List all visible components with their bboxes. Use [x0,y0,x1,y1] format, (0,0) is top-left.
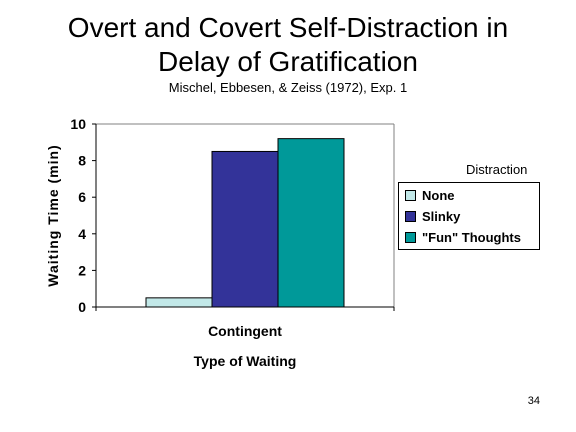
legend-swatch-none [405,189,416,201]
bar-fun-thoughts [277,138,345,308]
page-number: 34 [527,395,540,407]
chart-title-line-1: Overt and Covert Self-Distraction in [67,12,509,43]
bar-slinky [211,150,279,308]
y-tick-label: 4 [78,226,86,242]
y-tick-label: 2 [78,262,86,278]
legend-item-none: None [405,186,455,204]
y-tick-label: 6 [78,189,86,205]
legend-title: Distraction [466,162,528,177]
legend-label-none: None [422,187,455,203]
chart-subtitle: Mischel, Ebbesen, & Zeiss (1972), Exp. 1 [168,80,408,95]
y-tick-label: 8 [78,153,86,169]
y-axis-label: Waiting Time (min) [45,144,61,286]
legend-swatch-fun-thoughts [405,231,416,243]
x-category-label: Contingent [208,323,282,339]
legend-label-fun-thoughts: "Fun" Thoughts [422,229,521,245]
y-tick-label: 0 [78,299,86,315]
legend: None Slinky "Fun" Thoughts [398,182,540,250]
legend-label-slinky: Slinky [422,208,461,224]
bar-none [145,297,213,308]
chart-title-line-2: Delay of Gratification [158,46,418,77]
legend-item-fun-thoughts: "Fun" Thoughts [405,228,521,246]
y-tick-label: 10 [70,116,86,132]
legend-swatch-slinky [405,210,416,222]
legend-item-slinky: Slinky [405,207,460,225]
x-axis-label: Type of Waiting [194,353,297,369]
